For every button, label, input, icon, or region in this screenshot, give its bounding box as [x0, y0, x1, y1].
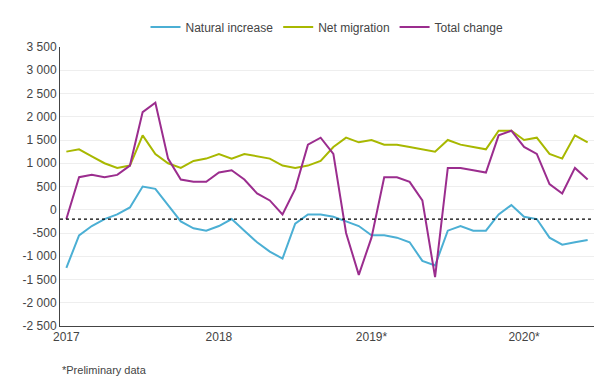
svg-text:-1 000: -1 000	[23, 249, 57, 263]
svg-text:1 500: 1 500	[27, 133, 57, 147]
svg-text:0: 0	[50, 203, 57, 217]
svg-text:2019*: 2019*	[356, 330, 388, 344]
svg-text:500: 500	[37, 180, 57, 194]
svg-text:-1 500: -1 500	[23, 273, 57, 287]
svg-text:-2 500: -2 500	[23, 319, 57, 333]
svg-text:2017: 2017	[53, 330, 80, 344]
svg-text:-500: -500	[33, 226, 57, 240]
svg-text:2020*: 2020*	[508, 330, 540, 344]
svg-text:2 500: 2 500	[27, 87, 57, 101]
svg-text:1 000: 1 000	[27, 156, 57, 170]
svg-text:2018: 2018	[206, 330, 233, 344]
svg-text:Net migration: Net migration	[318, 21, 389, 35]
svg-text:Total change: Total change	[435, 21, 503, 35]
svg-text:2 000: 2 000	[27, 110, 57, 124]
svg-text:*Preliminary data: *Preliminary data	[62, 364, 147, 376]
svg-text:Natural increase: Natural increase	[186, 21, 274, 35]
svg-text:3 000: 3 000	[27, 63, 57, 77]
svg-text:-2 000: -2 000	[23, 296, 57, 310]
svg-text:3 500: 3 500	[27, 40, 57, 54]
